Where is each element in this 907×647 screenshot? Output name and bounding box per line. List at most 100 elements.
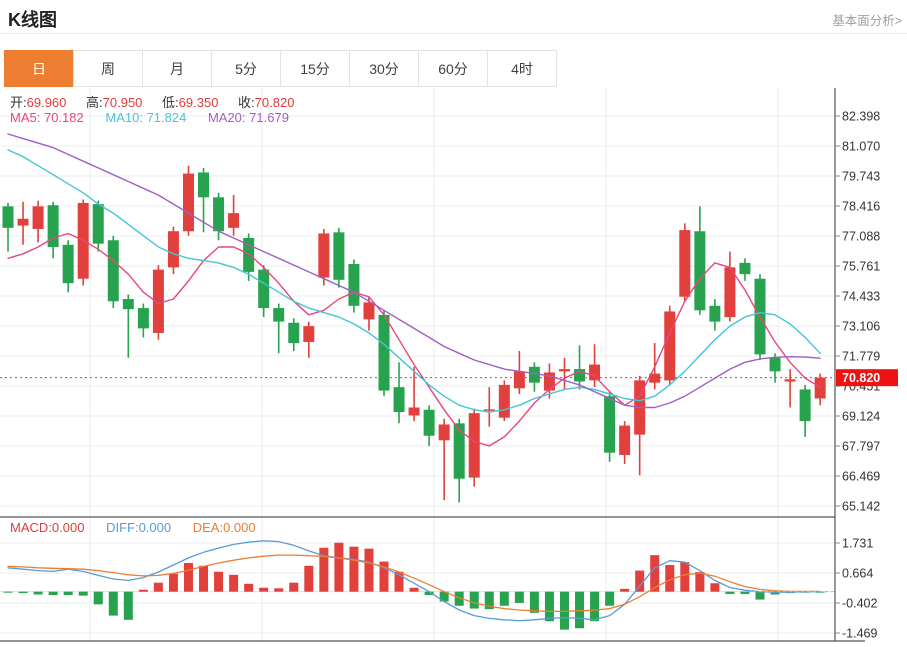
candle[interactable] <box>288 318 300 352</box>
macd-bar[interactable] <box>394 571 404 592</box>
candle[interactable] <box>348 259 360 313</box>
macd-bar[interactable] <box>680 562 690 592</box>
macd-bar[interactable] <box>33 591 43 595</box>
candle[interactable] <box>152 265 164 340</box>
macd-bar[interactable] <box>364 548 374 592</box>
macd-bar[interactable] <box>108 591 118 616</box>
macd-bar[interactable] <box>740 591 750 594</box>
candle[interactable] <box>619 421 631 465</box>
candle[interactable] <box>243 233 255 281</box>
candle[interactable] <box>528 362 540 392</box>
macd-bar[interactable] <box>755 591 765 600</box>
macd-bar[interactable] <box>710 583 720 592</box>
candle[interactable] <box>17 201 29 245</box>
macd-bar[interactable] <box>319 547 329 592</box>
macd-bar[interactable] <box>605 591 615 606</box>
macd-bar[interactable] <box>78 591 88 596</box>
candle[interactable] <box>814 373 826 406</box>
candle[interactable] <box>107 235 119 309</box>
candle[interactable] <box>574 345 586 390</box>
macd-bar[interactable] <box>559 591 569 630</box>
macd-bar[interactable] <box>424 591 434 596</box>
candle[interactable] <box>393 362 405 424</box>
macd-bar[interactable] <box>695 571 705 592</box>
candle[interactable] <box>664 305 676 385</box>
macd-bar[interactable] <box>274 588 284 592</box>
candle[interactable] <box>543 363 555 399</box>
candle[interactable] <box>724 251 736 322</box>
macd-bar[interactable] <box>168 573 178 592</box>
macd-bar[interactable] <box>93 591 103 605</box>
tab-month[interactable]: 月 <box>142 50 212 87</box>
candle[interactable] <box>498 380 510 422</box>
candle[interactable] <box>32 200 44 243</box>
macd-bar[interactable] <box>439 591 449 602</box>
candle[interactable] <box>92 200 104 252</box>
candle[interactable] <box>228 195 240 236</box>
candle[interactable] <box>604 391 616 462</box>
candle[interactable] <box>483 387 495 427</box>
candle[interactable] <box>2 202 14 252</box>
candle[interactable] <box>258 265 270 318</box>
macd-bar[interactable] <box>183 562 193 592</box>
macd-bar[interactable] <box>650 555 660 592</box>
macd-bar[interactable] <box>514 591 524 603</box>
macd-bar[interactable] <box>244 583 254 592</box>
candle[interactable] <box>167 226 179 275</box>
candle[interactable] <box>62 240 74 293</box>
candle[interactable] <box>408 366 420 422</box>
tab-15min[interactable]: 15分 <box>280 50 350 87</box>
candle[interactable] <box>739 258 751 281</box>
macd-bar[interactable] <box>199 565 209 592</box>
macd-bar[interactable] <box>484 591 494 610</box>
macd-bar[interactable] <box>229 574 239 592</box>
tab-30min[interactable]: 30分 <box>349 50 419 87</box>
macd-bar[interactable] <box>770 591 780 595</box>
candle[interactable] <box>363 296 375 331</box>
macd-bar[interactable] <box>138 589 148 592</box>
candle[interactable] <box>634 375 646 476</box>
macd-bar[interactable] <box>18 591 28 594</box>
macd-bar[interactable] <box>529 591 539 613</box>
macd-bar[interactable] <box>590 591 600 622</box>
candle[interactable] <box>453 418 465 503</box>
macd-bar[interactable] <box>3 591 13 593</box>
macd-bar[interactable] <box>725 591 735 594</box>
candle[interactable] <box>47 201 59 259</box>
macd-bar[interactable] <box>409 587 419 592</box>
candle[interactable] <box>378 310 390 397</box>
macd-bar[interactable] <box>349 546 359 592</box>
macd-bar[interactable] <box>665 564 675 592</box>
macd-bar[interactable] <box>48 591 58 596</box>
candle[interactable] <box>122 294 134 358</box>
tab-day[interactable]: 日 <box>4 50 74 87</box>
macd-bar[interactable] <box>499 591 509 606</box>
macd-bar[interactable] <box>575 591 585 629</box>
candle[interactable] <box>137 303 149 338</box>
macd-bar[interactable] <box>635 570 645 592</box>
candle[interactable] <box>468 408 480 487</box>
macd-bar[interactable] <box>259 587 269 592</box>
macd-bar[interactable] <box>63 591 73 596</box>
candle[interactable] <box>694 206 706 315</box>
macd-bar[interactable] <box>334 542 344 592</box>
tab-60min[interactable]: 60分 <box>418 50 488 87</box>
macd-bar[interactable] <box>123 591 133 620</box>
candle[interactable] <box>679 223 691 302</box>
tab-4hour[interactable]: 4时 <box>487 50 557 87</box>
candle[interactable] <box>589 344 601 388</box>
candle[interactable] <box>558 357 570 390</box>
candle[interactable] <box>273 303 285 354</box>
macd-bar[interactable] <box>289 582 299 592</box>
tab-5min[interactable]: 5分 <box>211 50 281 87</box>
candle[interactable] <box>303 321 315 358</box>
macd-bar[interactable] <box>304 565 314 592</box>
fundamental-analysis-link[interactable]: 基本面分析> <box>832 14 902 28</box>
macd-bar[interactable] <box>620 588 630 592</box>
candle[interactable] <box>423 405 435 446</box>
candle[interactable] <box>784 369 796 408</box>
candle[interactable] <box>709 299 721 331</box>
candle[interactable] <box>513 351 525 394</box>
candle[interactable] <box>438 418 450 501</box>
macd-bar[interactable] <box>214 571 224 592</box>
